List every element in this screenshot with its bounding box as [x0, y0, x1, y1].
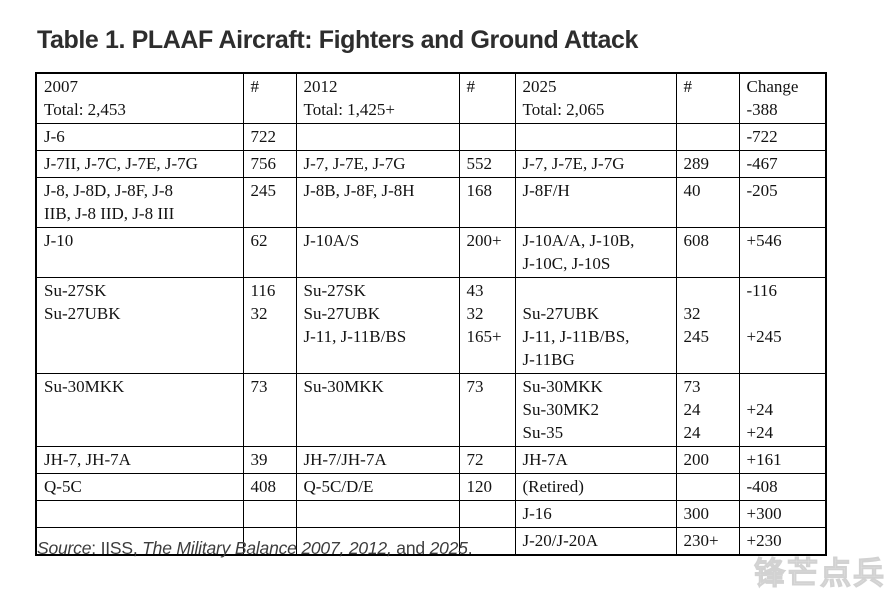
table-header-cell: 2012 Total: 1,425+: [295, 72, 460, 124]
table-row: J-7II, J-7C, J-7E, J-7G 756 J-7, J-7E, J-7…: [35, 150, 827, 178]
table-row: JH-7, JH-7A 39 JH-7/JH-7A 72 JH-7A 200 +161: [35, 446, 827, 474]
table-cell: +24 +24: [738, 373, 827, 447]
table-cell: 289: [675, 150, 740, 178]
table-cell: -205: [738, 177, 827, 228]
table-cell: 552: [458, 150, 516, 178]
table-cell: JH-7/JH-7A: [295, 446, 460, 474]
table-cell: +300: [738, 500, 827, 528]
table-cell: [675, 473, 740, 501]
table-row: Q-5C 408 Q-5C/D/E 120 (Retired) -408: [35, 473, 827, 501]
table-row: J-8, J-8D, J-8F, J-8 IIB, J-8 IID, J-8 I…: [35, 177, 827, 228]
table-cell: [675, 123, 740, 151]
source-label: Source: [37, 538, 92, 558]
table-header-cell: #: [675, 72, 740, 124]
table-header-cell: 2007 Total: 2,453: [35, 72, 244, 124]
source-publication-year: 2025: [429, 538, 468, 558]
table-header-cell: #: [458, 72, 516, 124]
table-cell: 300: [675, 500, 740, 528]
table-cell: [295, 527, 460, 556]
table-cell: [242, 527, 297, 556]
table-cell: J-8, J-8D, J-8F, J-8 IIB, J-8 IID, J-8 I…: [35, 177, 244, 228]
table-cell: -408: [738, 473, 827, 501]
table-cell: JH-7, JH-7A: [35, 446, 244, 474]
table-cell: [35, 500, 244, 528]
table-row: Su-27SK Su-27UBK 116 32 Su-27SK Su-27UBK J…: [35, 277, 827, 374]
table-cell: Su-27UBK J-11, J-11B/BS, J-11BG: [514, 277, 677, 374]
table-cell: J-7II, J-7C, J-7E, J-7G: [35, 150, 244, 178]
table-cell: 230+: [675, 527, 740, 556]
table-row: J-6 722 -722: [35, 123, 827, 151]
table-header-cell: #: [242, 72, 297, 124]
table-cell: -116 +245: [738, 277, 827, 374]
table-cell: 200+: [458, 227, 516, 278]
table-cell: J-20/J-20A: [514, 527, 677, 556]
table-cell: Su-30MKK Su-30MK2 Su-35: [514, 373, 677, 447]
table-cell: 120: [458, 473, 516, 501]
table-cell: [35, 527, 244, 556]
table-cell: J-8F/H: [514, 177, 677, 228]
table-cell: J-10A/A, J-10B, J-10C, J-10S: [514, 227, 677, 278]
table-cell: 32 245: [675, 277, 740, 374]
table-cell: (Retired): [514, 473, 677, 501]
table-cell: 40: [675, 177, 740, 228]
table-cell: 168: [458, 177, 516, 228]
table-cell: 722: [242, 123, 297, 151]
source-note: Source: IISS, The Military Balance 2007,…: [37, 538, 473, 559]
table-header-row: 2007 Total: 2,453 #2012 Total: 1,425+ #202…: [35, 72, 827, 124]
table-cell: J-6: [35, 123, 244, 151]
table-cell: [458, 500, 516, 528]
table-cell: [295, 123, 460, 151]
table-row: J-10 62 J-10A/S 200+ J-10A/A, J-10B, J-10C, …: [35, 227, 827, 278]
table-cell: 39: [242, 446, 297, 474]
source-text-3: .: [467, 538, 473, 558]
table-cell: [514, 123, 677, 151]
table-cell: J-10: [35, 227, 244, 278]
table-cell: J-16: [514, 500, 677, 528]
table-header-cell: Change -388: [738, 72, 827, 124]
table-cell: J-10A/S: [295, 227, 460, 278]
table-cell: [295, 500, 460, 528]
table-cell: Q-5C/D/E: [295, 473, 460, 501]
table-cell: +161: [738, 446, 827, 474]
table-cell: 72: [458, 446, 516, 474]
table-header-cell: 2025 Total: 2,065: [514, 72, 677, 124]
table-cell: Q-5C: [35, 473, 244, 501]
table-cell: [458, 123, 516, 151]
table-cell: J-8B, J-8F, J-8H: [295, 177, 460, 228]
source-text-1: : IISS,: [91, 538, 143, 558]
table-cell: Su-27SK Su-27UBK: [35, 277, 244, 374]
table-cell: J-7, J-7E, J-7G: [295, 150, 460, 178]
table-cell: J-7, J-7E, J-7G: [514, 150, 677, 178]
aircraft-table: 2007 Total: 2,453 #2012 Total: 1,425+ #202…: [35, 72, 827, 556]
table-cell: -722: [738, 123, 827, 151]
source-text-2: and: [391, 538, 430, 558]
table-row: J-20/J-20A 230+ +230: [35, 527, 827, 556]
table-cell: Su-30MKK: [295, 373, 460, 447]
table-cell: Su-30MKK: [35, 373, 244, 447]
table-cell: 43 32 165+: [458, 277, 516, 374]
table-cell: 756: [242, 150, 297, 178]
watermark-text: 锋芒点兵: [754, 556, 886, 592]
table-cell: +230: [738, 527, 827, 556]
table-cell: -467: [738, 150, 827, 178]
aircraft-table-body: 2007 Total: 2,453 #2012 Total: 1,425+ #202…: [35, 72, 827, 556]
table-cell: 62: [242, 227, 297, 278]
table-cell: 73: [242, 373, 297, 447]
table-cell: 116 32: [242, 277, 297, 374]
table-cell: +546: [738, 227, 827, 278]
table-row: Su-30MKK 73 Su-30MKK 73 Su-30MKK Su-30MK2 Su…: [35, 373, 827, 447]
table-cell: Su-27SK Su-27UBK J-11, J-11B/BS: [295, 277, 460, 374]
table-cell: 245: [242, 177, 297, 228]
table-cell: 73: [458, 373, 516, 447]
table-cell: 73 24 24: [675, 373, 740, 447]
table-cell: [242, 500, 297, 528]
table-cell: 408: [242, 473, 297, 501]
table-title: Table 1. PLAAF Aircraft: Fighters and Gr…: [37, 26, 638, 54]
table-cell: 608: [675, 227, 740, 278]
source-publication-title: The Military Balance 2007, 2012,: [142, 538, 392, 558]
table-cell: 200: [675, 446, 740, 474]
table-cell: JH-7A: [514, 446, 677, 474]
table-row: J-16 300 +300: [35, 500, 827, 528]
